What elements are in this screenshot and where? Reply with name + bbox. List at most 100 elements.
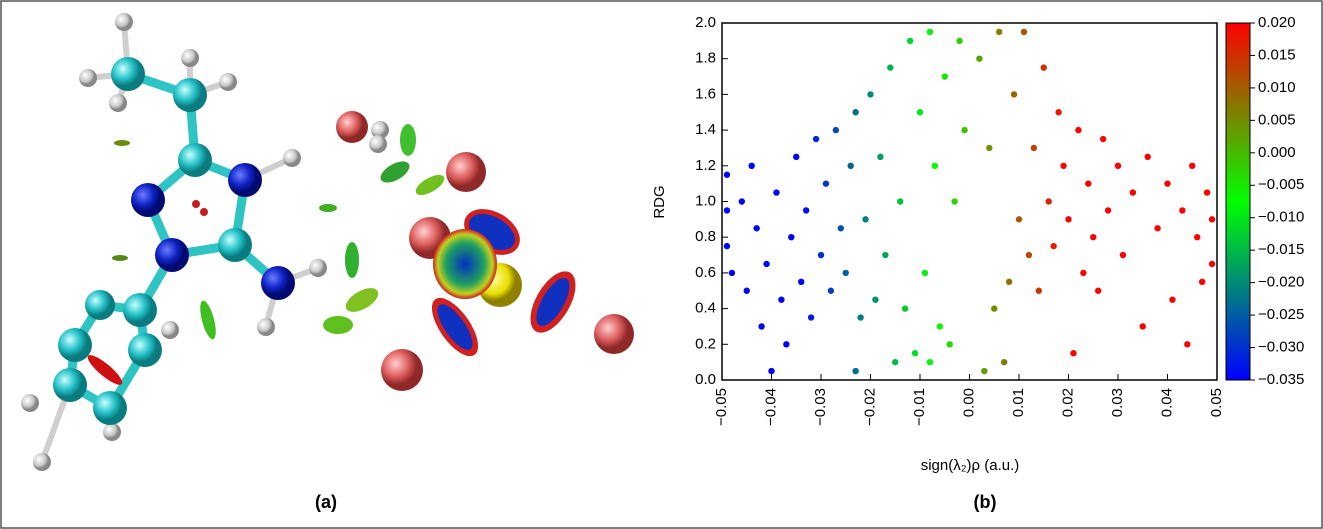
point	[852, 109, 859, 116]
point	[1139, 323, 1146, 330]
point	[1119, 251, 1127, 259]
point	[926, 28, 934, 36]
point	[991, 305, 998, 312]
point	[1050, 242, 1057, 250]
colorbar-tick-label: −0.020	[1258, 274, 1304, 291]
point	[1095, 287, 1102, 294]
point	[961, 126, 968, 134]
point	[892, 358, 899, 366]
point	[956, 37, 963, 45]
colorbar-tick-label: −0.035	[1258, 371, 1304, 388]
point	[1005, 278, 1013, 286]
point	[906, 37, 914, 45]
point	[728, 269, 736, 277]
point	[941, 73, 948, 80]
point	[887, 64, 894, 71]
point	[1184, 341, 1191, 348]
point	[1045, 198, 1052, 205]
point	[758, 323, 765, 330]
point	[1114, 162, 1122, 169]
x-tick-label: 0.01	[1010, 388, 1027, 417]
y-tick-label: 1.6	[695, 85, 716, 102]
point	[1169, 296, 1176, 303]
point	[847, 162, 854, 169]
y-tick-label: 0.4	[695, 300, 716, 317]
colorbar-tick-label: −0.005	[1258, 176, 1304, 193]
colorbar-tick-label: −0.015	[1258, 241, 1304, 258]
point	[862, 216, 869, 223]
colorbar-tick-label: 0.020	[1258, 14, 1296, 31]
point	[1194, 234, 1201, 241]
x-tick-label: −0.05	[713, 388, 730, 426]
point	[852, 367, 859, 375]
point	[1090, 234, 1097, 241]
point	[877, 153, 884, 161]
point	[827, 287, 835, 294]
colorbar-tick-label: −0.010	[1258, 209, 1304, 226]
point	[1065, 216, 1072, 223]
point	[783, 341, 790, 348]
point	[1099, 135, 1107, 143]
point	[812, 135, 820, 143]
colorbar-tick-label: 0.015	[1258, 46, 1296, 63]
point	[723, 207, 731, 214]
colorbar-tick-label: 0.010	[1258, 79, 1296, 96]
point	[882, 251, 889, 259]
point	[1060, 162, 1067, 169]
point	[1015, 216, 1023, 223]
point	[778, 296, 785, 303]
point	[976, 55, 983, 62]
point	[897, 198, 904, 205]
y-tick-label: 1.8	[695, 50, 716, 67]
point	[807, 314, 815, 321]
x-tick-label: 0.04	[1158, 388, 1175, 417]
colorbar-tick-label: −0.030	[1258, 339, 1304, 356]
point	[986, 144, 993, 152]
point	[1104, 207, 1112, 214]
x-tick-label: 0.05	[1208, 388, 1225, 417]
point	[763, 260, 770, 268]
y-tick-label: 0.8	[695, 228, 716, 245]
point	[867, 91, 874, 98]
point	[857, 314, 864, 321]
x-tick-label: −0.04	[762, 388, 779, 426]
point	[946, 341, 953, 348]
x-tick-label: 0.02	[1059, 388, 1076, 417]
colorbar	[1225, 22, 1251, 381]
point	[1030, 144, 1038, 152]
y-tick-label: 0.6	[695, 264, 716, 281]
point	[723, 242, 731, 250]
point	[1000, 358, 1008, 366]
point	[1010, 91, 1018, 98]
point	[1035, 287, 1043, 294]
point	[832, 126, 840, 134]
point	[723, 171, 731, 178]
point	[768, 367, 775, 375]
colorbar-tick-label: 0.005	[1258, 111, 1296, 128]
point	[1144, 153, 1151, 161]
y-tick-label: 1.2	[695, 157, 716, 174]
point	[1040, 64, 1047, 71]
colorbar-tick-label: 0.000	[1258, 144, 1296, 161]
point	[1080, 269, 1087, 277]
y-axis-label: RDG	[651, 185, 668, 218]
point	[1203, 189, 1211, 196]
point	[872, 296, 879, 303]
x-tick-label: 0.00	[960, 388, 977, 417]
x-axis-label: sign(λ₂)ρ (a.u.)	[921, 457, 1020, 474]
point	[951, 198, 958, 205]
point	[1085, 180, 1092, 187]
x-tick-label: −0.03	[812, 388, 829, 426]
point	[748, 162, 755, 169]
molecule-render	[21, 13, 634, 471]
point	[1075, 126, 1082, 134]
point	[926, 358, 934, 366]
point	[793, 153, 800, 161]
point	[936, 323, 943, 330]
point	[1198, 278, 1206, 286]
y-tick-label: 1.0	[695, 192, 716, 209]
point	[788, 234, 795, 241]
point	[753, 225, 760, 232]
plot: −0.05 −0.04 −0.03 −0.02 −0.01 0.00 0.01 0.02 0.0…	[695, 14, 1304, 426]
